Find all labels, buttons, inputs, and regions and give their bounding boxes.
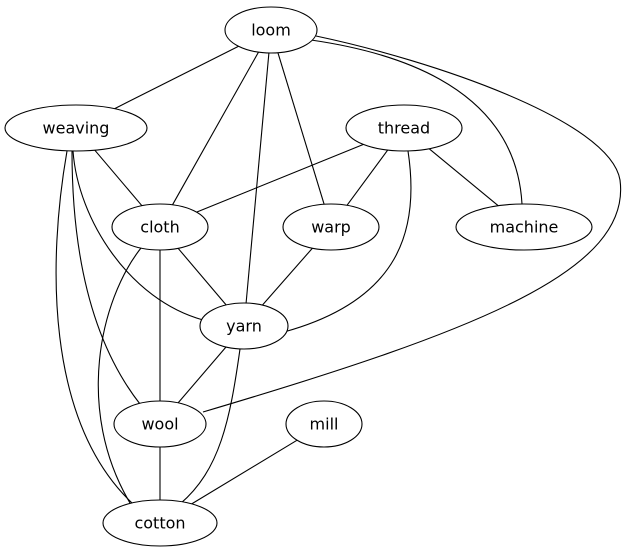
- edge-loom-weaving: [114, 45, 239, 110]
- node-wool-ellipse: [113, 400, 207, 448]
- edge-loom-wool: [202, 35, 622, 413]
- node-cotton-label: cotton: [134, 514, 185, 533]
- node-loom-label: loom: [251, 21, 291, 40]
- node-thread-ellipse: [345, 104, 463, 152]
- node-weaving: weaving: [4, 104, 148, 152]
- node-weaving-label: weaving: [43, 119, 110, 138]
- edge-thread-cloth: [196, 143, 364, 213]
- node-warp-label: warp: [311, 218, 351, 237]
- node-machine: machine: [455, 203, 593, 251]
- node-machine-ellipse: [455, 203, 593, 251]
- node-loom-ellipse: [224, 6, 318, 54]
- edge-loom-warp: [277, 52, 325, 205]
- edges-layer: [55, 35, 622, 505]
- edge-weaving-yarn: [72, 150, 204, 321]
- edge-yarn-wool: [177, 346, 227, 404]
- node-thread: thread: [345, 104, 463, 152]
- node-cloth-label: cloth: [140, 218, 179, 237]
- node-weaving-ellipse: [4, 104, 148, 152]
- node-wool-label: wool: [141, 415, 178, 434]
- node-mill-label: mill: [310, 415, 339, 434]
- node-thread-label: thread: [378, 119, 430, 138]
- edge-weaving-cotton: [55, 150, 133, 504]
- node-mill: mill: [285, 400, 363, 448]
- edge-yarn-cotton: [179, 348, 241, 505]
- node-machine-label: machine: [490, 218, 559, 237]
- edge-cloth-yarn: [177, 247, 227, 306]
- node-yarn-ellipse: [199, 302, 289, 350]
- node-warp-ellipse: [282, 203, 380, 251]
- edge-thread-warp: [346, 149, 389, 206]
- edge-loom-cloth: [172, 51, 259, 206]
- nodes-layer: loom weaving thread cloth warp machine yarn woo…: [4, 6, 593, 547]
- node-yarn: yarn: [199, 302, 289, 350]
- edge-cloth-cotton: [97, 247, 142, 504]
- edge-loom-machine: [310, 39, 523, 205]
- edge-thread-yarn: [283, 150, 412, 333]
- edge-weaving-cloth: [94, 149, 143, 207]
- node-warp: warp: [282, 203, 380, 251]
- node-loom: loom: [224, 6, 318, 54]
- edge-thread-machine: [428, 148, 499, 207]
- edge-warp-yarn: [261, 247, 313, 306]
- edge-loom-yarn: [245, 52, 270, 304]
- edge-weaving-wool: [71, 150, 141, 405]
- node-cloth-ellipse: [111, 203, 209, 251]
- node-cloth: cloth: [111, 203, 209, 251]
- node-yarn-label: yarn: [226, 317, 262, 336]
- edge-mill-cotton: [191, 439, 298, 505]
- node-mill-ellipse: [285, 400, 363, 448]
- node-cotton-ellipse: [102, 499, 218, 547]
- node-cotton: cotton: [102, 499, 218, 547]
- node-wool: wool: [113, 400, 207, 448]
